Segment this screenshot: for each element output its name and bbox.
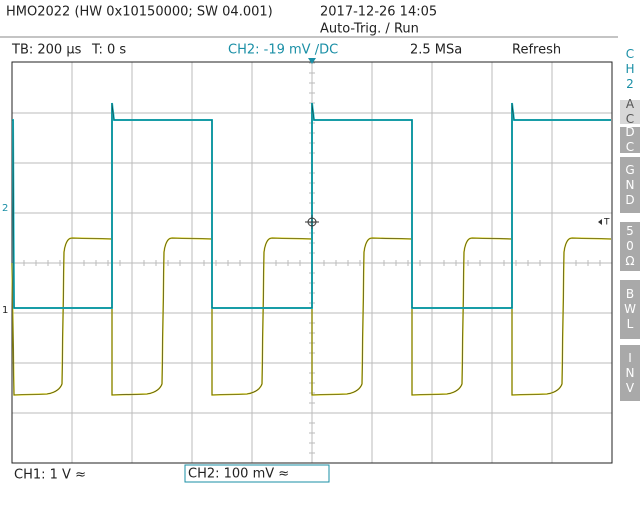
run-mode: Auto-Trig. / Run (320, 22, 419, 37)
menu-button[interactable]: AC (620, 97, 640, 126)
trigger-position (308, 58, 316, 64)
menu-button[interactable]: BWL (620, 280, 640, 340)
ch2-trace (12, 102, 611, 309)
trigger-level-marker: T (603, 218, 610, 228)
timebase: TB: 200 µs (11, 43, 82, 58)
device-info: HMO2022 (HW 0x10150000; SW 04.001) (6, 5, 273, 20)
menu-title: CH2 (620, 45, 640, 95)
menu-button[interactable]: INV (620, 345, 640, 402)
ch1-scale: CH1: 1 V ≈ (14, 468, 86, 483)
menu-button[interactable]: 50 Ω (620, 222, 640, 272)
ch2-trace-shadow (12, 102, 611, 309)
ch2-marker: 2 (2, 203, 8, 214)
menu-button[interactable]: DC (620, 125, 640, 154)
trigger-time: T: 0 s (91, 43, 126, 58)
datetime: 2017-12-26 14:05 (320, 5, 437, 20)
ch1-marker: 1 (2, 305, 8, 316)
ch2-scale: CH2: 100 mV ≈ (188, 467, 289, 482)
ch2-scale-box (184, 464, 330, 483)
sample-rate: 2.5 MSa (410, 43, 462, 58)
trigger-arrow (598, 219, 602, 225)
acquisition-mode: Refresh (512, 43, 561, 58)
menu-button[interactable]: GND (620, 157, 640, 214)
trigger-setting: CH2: -19 mV ∕DC (228, 43, 338, 58)
